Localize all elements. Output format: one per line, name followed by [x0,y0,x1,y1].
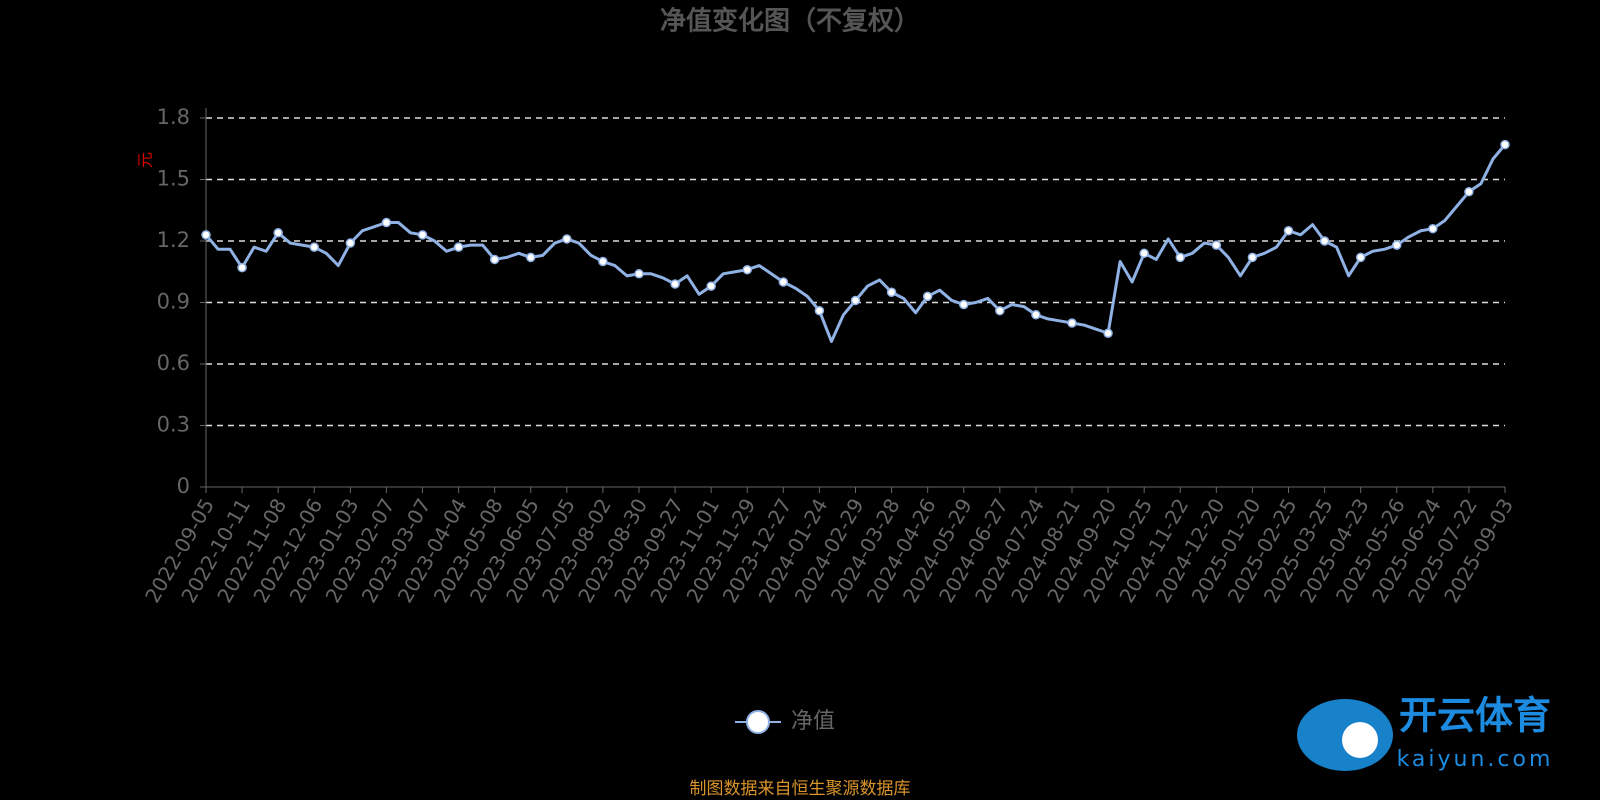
y-tick-label: 0.3 [157,413,190,437]
source-note: 制图数据来自恒生聚源数据库 [690,779,911,799]
point-marker [489,254,500,265]
point-marker [742,264,752,275]
point-marker [417,230,428,240]
point-marker [345,238,356,248]
chart-title: 净值变化图（不复权） [660,6,920,37]
watermark-text: 开云体育 [1399,694,1551,738]
point-marker [1139,248,1149,259]
point-marker [1464,187,1474,197]
point-marker [922,291,933,302]
point-marker [1175,252,1185,263]
point-marker [1103,328,1113,338]
y-tick-label: 1.2 [157,228,190,252]
point-marker [273,228,283,238]
point-marker [778,277,789,287]
point-marker [309,242,319,252]
watermark: 开云体育 kaiyun.com [1297,694,1554,772]
point-marker [201,230,211,240]
point-marker [706,281,716,291]
point-marker [1392,240,1402,250]
point-marker [1355,252,1366,263]
point-marker [453,242,464,252]
point-marker [670,279,680,289]
y-axis-label: 元 [136,152,155,168]
point-marker [1428,223,1438,234]
y-tick-label: 0.6 [157,351,190,375]
watermark-ball [1342,722,1378,758]
point-marker [1031,310,1041,320]
series-line [204,143,1507,343]
point-marker [1500,139,1510,150]
legend-label: 净值 [791,709,835,734]
point-marker [814,305,825,316]
legend-marker [746,710,770,734]
y-tick-label: 0 [177,474,190,498]
point-marker [850,295,861,306]
point-marker [562,234,572,244]
point-marker [1283,226,1294,236]
watermark-url: kaiyun.com [1397,747,1554,772]
y-tick-label: 0.9 [157,290,190,314]
point-marker [526,252,536,263]
point-marker [1319,236,1330,246]
point-marker [598,256,608,267]
point-marker [634,269,644,279]
point-marker [1067,318,1077,328]
y-tick-label: 1.8 [157,105,190,129]
point-marker [1247,252,1258,263]
point-marker [995,305,1005,316]
point-marker [1211,240,1222,250]
y-tick-label: 1.5 [157,167,190,191]
point-marker [959,299,969,310]
point-marker [886,287,897,297]
point-marker [381,217,392,228]
point-marker [237,262,247,273]
